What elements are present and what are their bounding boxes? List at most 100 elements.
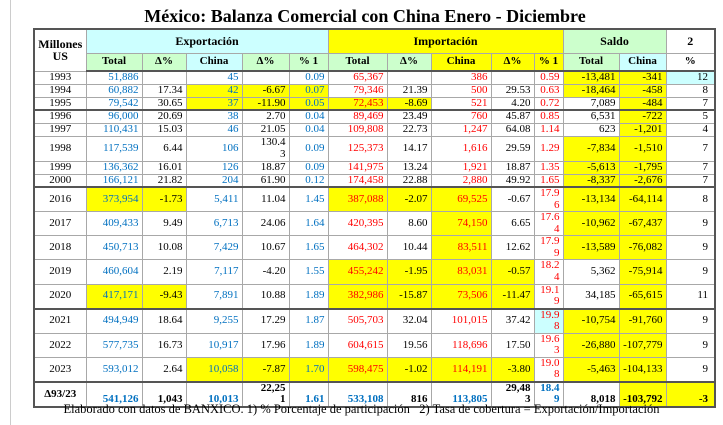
data-cell: 113,805: [430, 380, 492, 408]
data-cell: -13,134: [562, 186, 620, 213]
data-cell: -75,914: [618, 259, 667, 285]
data-cell: 22,25 1: [241, 380, 290, 408]
data-cell: 65,367: [327, 70, 388, 85]
data-cell: 13.24: [386, 160, 432, 175]
year-cell: 1993: [33, 70, 87, 85]
table-row: 2021 494,949 18.64 9,255 17.29 1.87 505,703 32.…: [33, 307, 716, 334]
data-cell: 500: [430, 83, 492, 98]
data-cell: 1,921: [430, 160, 492, 175]
table-row: 2018 450,713 10.08 7,429 10.67 1.65 464,302 10.…: [33, 235, 716, 261]
data-cell: 19.56: [386, 332, 432, 358]
col-exp-total: Total: [85, 52, 143, 72]
data-cell: -91,760: [618, 307, 667, 334]
table-row: 1993 51,886 45 0.09 65,367 386 0.59 -13,481 -341…: [33, 70, 716, 85]
data-cell: 118,696: [430, 332, 492, 358]
data-cell: 69,525: [430, 186, 492, 213]
data-cell: 12: [665, 70, 716, 85]
data-cell: 114,191: [430, 356, 492, 383]
data-cell: 1.65: [533, 173, 564, 188]
data-cell: 1.35: [533, 160, 564, 175]
col-cobertura-pct: %: [665, 52, 716, 72]
col-exp-delta: Δ%: [141, 52, 187, 72]
data-cell: 96,000: [85, 109, 143, 124]
data-cell: 10,013: [185, 380, 243, 408]
year-cell: Δ93/23: [33, 380, 87, 408]
data-cell: -65,615: [618, 283, 667, 310]
data-cell: 1.29: [533, 135, 564, 162]
data-cell: 4: [665, 122, 716, 137]
data-cell: 17.50: [490, 332, 535, 358]
data-cell: -1,201: [618, 122, 667, 137]
data-cell: 22.88: [386, 173, 432, 188]
header-group-row: Millones US Exportación Importación Sald…: [33, 28, 716, 72]
col-imp-china: China: [430, 52, 492, 72]
data-cell: 417,171: [85, 283, 143, 310]
data-cell: 409,433: [85, 211, 143, 237]
data-cell: 373,954: [85, 186, 143, 213]
data-cell: 79,542: [85, 96, 143, 111]
data-cell: 20.69: [141, 109, 187, 124]
data-cell: 110,431: [85, 122, 143, 137]
header-sub-row: Total Δ% China Δ% % 1 Total Δ% China Δ% …: [34, 52, 716, 72]
data-cell: -103,792: [618, 380, 667, 408]
data-cell: 64.08: [490, 122, 535, 137]
data-cell: 0.09: [288, 160, 329, 175]
saldo-group-header: Saldo: [562, 28, 667, 54]
data-cell: 1.87: [288, 307, 329, 334]
data-cell: -13,589: [562, 235, 620, 261]
data-cell: 577,735: [85, 332, 143, 358]
data-cell: -6.67: [241, 83, 290, 98]
data-cell: 7: [665, 96, 716, 111]
data-cell: -26,880: [562, 332, 620, 358]
data-cell: -3: [665, 380, 716, 408]
data-cell: 8,018: [562, 380, 620, 408]
col-imp-pct: % 1: [533, 52, 564, 72]
data-cell: 60,882: [85, 83, 143, 98]
data-cell: 117,539: [85, 135, 143, 162]
data-cell: 24.06: [241, 211, 290, 237]
data-cell: 23.49: [386, 109, 432, 124]
data-cell: 174,458: [327, 173, 388, 188]
year-cell: 2017: [33, 211, 87, 237]
year-cell: 1998: [33, 135, 87, 162]
data-cell: 0.07: [288, 83, 329, 98]
col-saldo-china: China: [618, 52, 667, 72]
data-cell: 8: [665, 186, 716, 213]
data-cell: 6,531: [562, 109, 620, 124]
data-cell: -1,510: [618, 135, 667, 162]
data-cell: 89,469: [327, 109, 388, 124]
data-cell: -67,437: [618, 211, 667, 237]
data-cell: 2.70: [241, 109, 290, 124]
data-cell: 18.2 4: [533, 259, 564, 285]
data-cell: 11.04: [241, 186, 290, 213]
year-cell: 2018: [33, 235, 87, 261]
data-cell: 29,48 3: [490, 380, 535, 408]
importacion-group-header: Importación: [327, 28, 564, 54]
data-cell: 9: [665, 259, 716, 285]
trade-balance-table: Millones US Exportación Importación Sald…: [33, 28, 716, 409]
data-cell: 34,185: [562, 283, 620, 310]
data-cell: 623: [562, 122, 620, 137]
data-cell: 10.08: [141, 235, 187, 261]
data-cell: 18.64: [141, 307, 187, 334]
col-exp-pct: % 1: [288, 52, 329, 72]
year-cell: 2000: [33, 173, 87, 188]
exportacion-group-header: Exportación: [85, 28, 329, 54]
data-cell: [490, 70, 535, 85]
data-cell: 0.09: [288, 135, 329, 162]
data-cell: 1.55: [288, 259, 329, 285]
data-cell: 32.04: [386, 307, 432, 334]
data-cell: 204: [185, 173, 243, 188]
table-row: 2019 460,604 2.19 7,117 -4.20 1.55 455,242 -1.9…: [33, 259, 716, 285]
data-cell: 79,346: [327, 83, 388, 98]
year-cell: 1995: [33, 96, 87, 111]
col-imp-china-delta: Δ%: [490, 52, 535, 72]
table-row: 1994 60,882 17.34 42 -6.67 0.07 79,346 21.39 500…: [33, 83, 716, 98]
note2-header: 2: [665, 28, 716, 54]
data-cell: [241, 70, 290, 85]
data-cell: 9: [665, 332, 716, 358]
data-cell: -8,337: [562, 173, 620, 188]
year-cell: 2020: [33, 283, 87, 310]
data-cell: -7.87: [241, 356, 290, 383]
data-cell: [141, 70, 187, 85]
